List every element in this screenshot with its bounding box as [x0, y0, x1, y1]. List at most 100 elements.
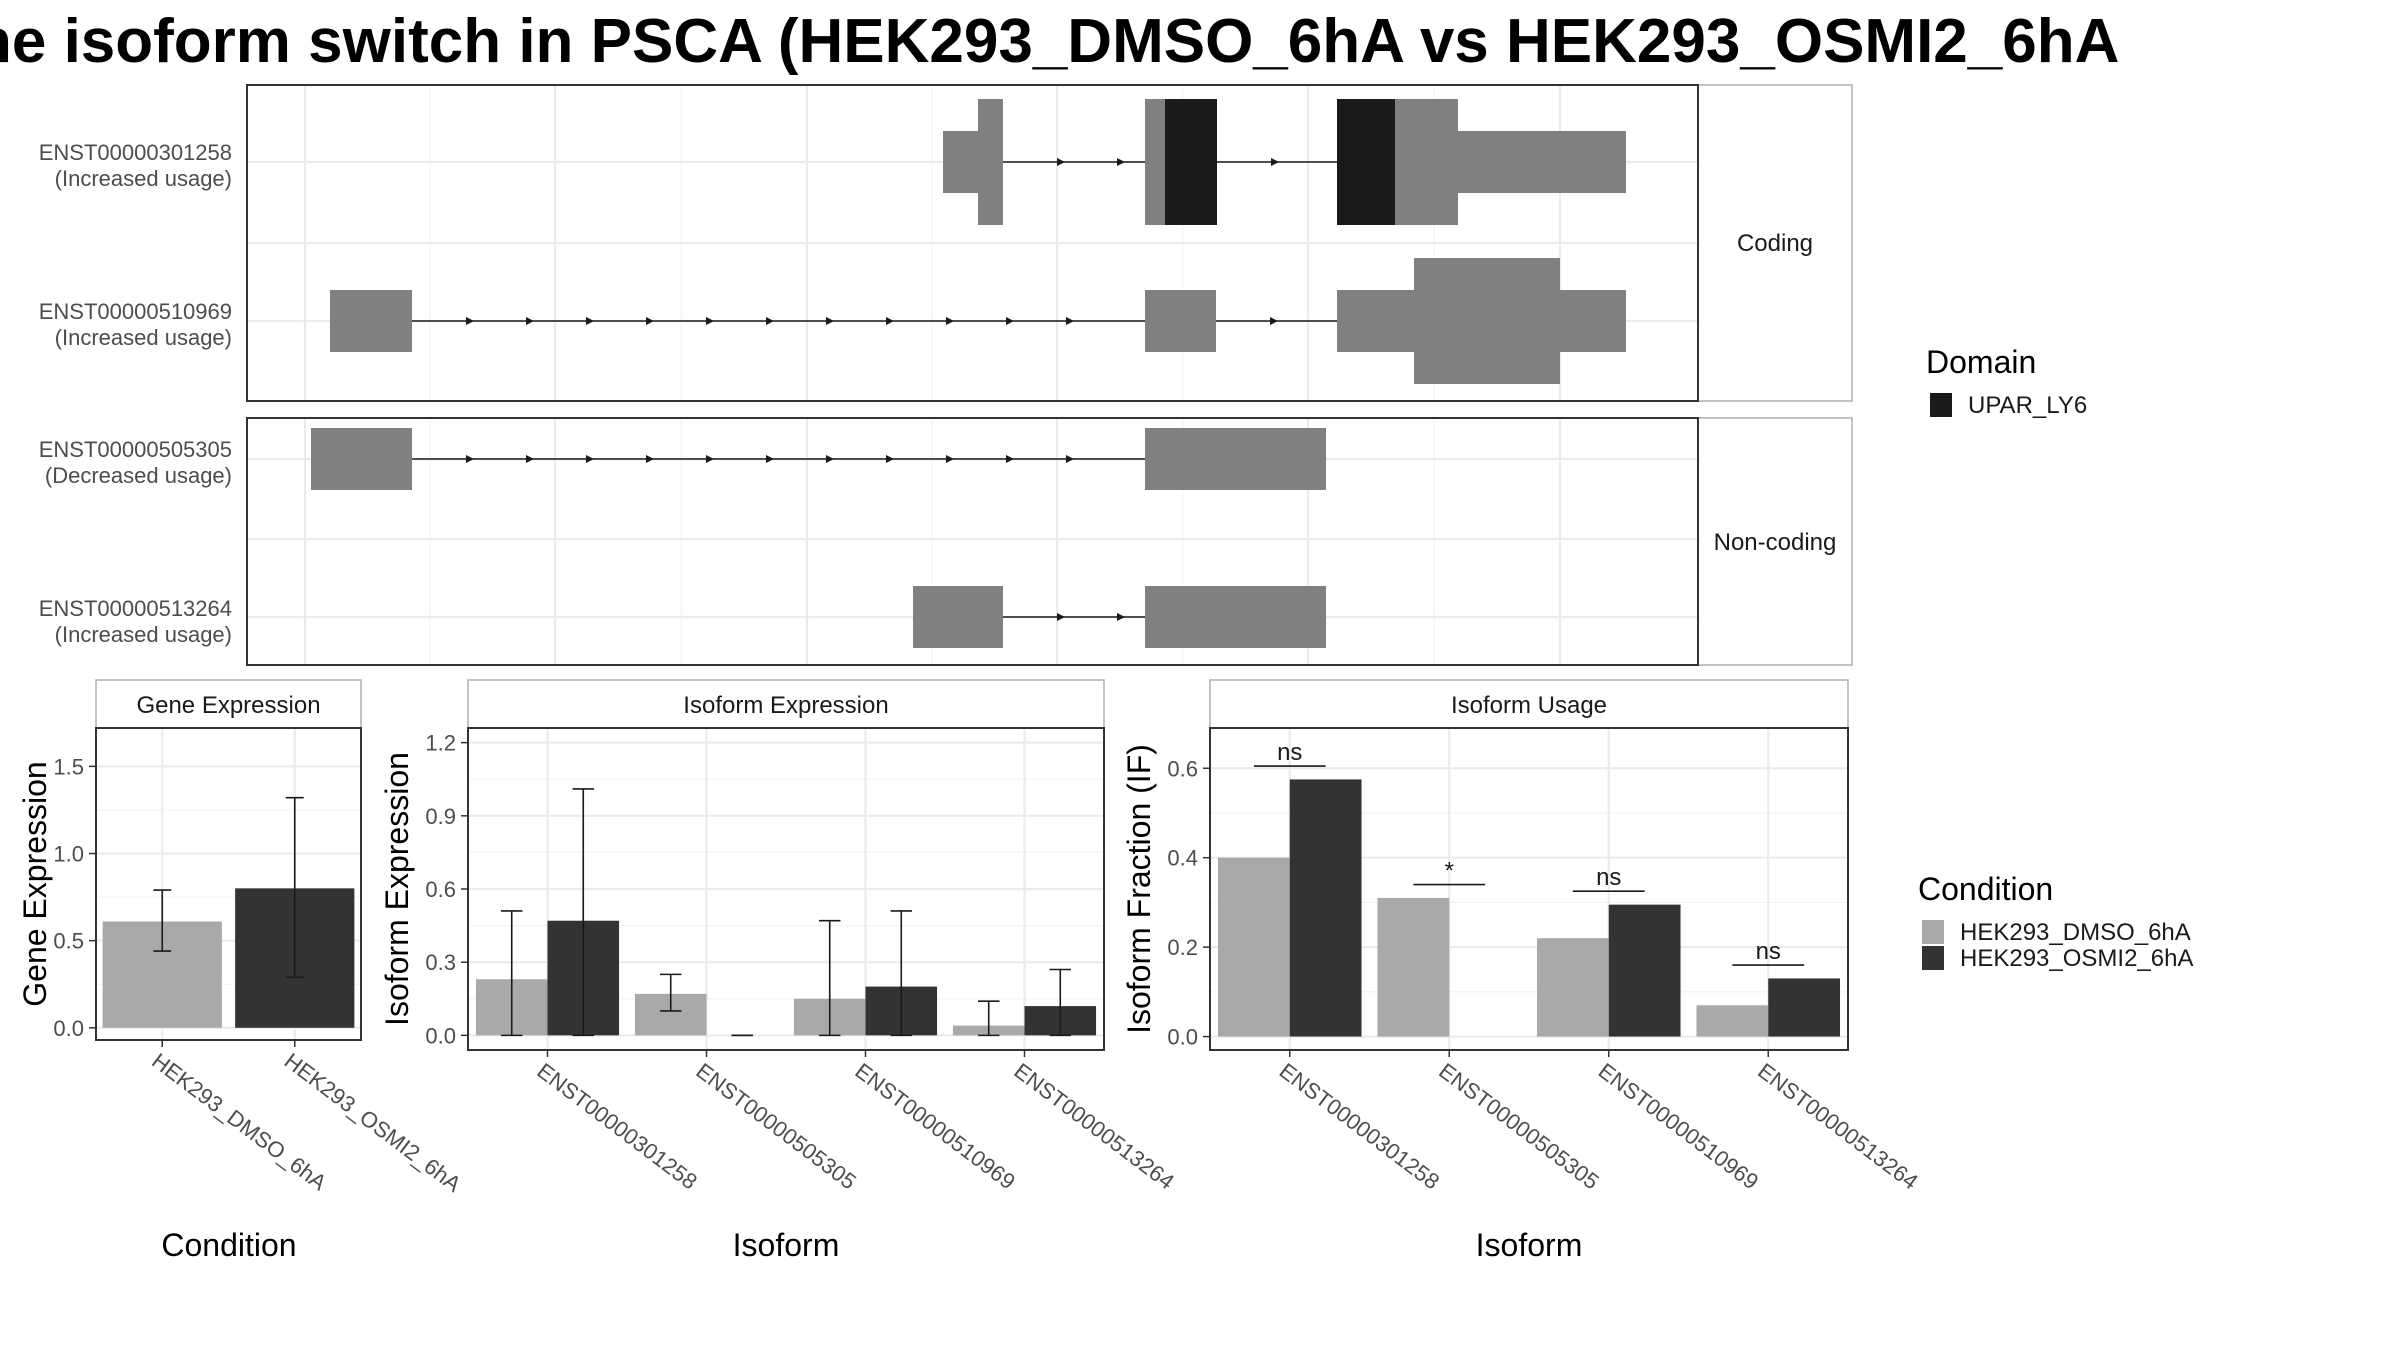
- domain-legend-title: Domain: [1926, 344, 2036, 380]
- intron-arrow: [946, 455, 954, 463]
- y-tick-label: 0.4: [1167, 846, 1198, 871]
- intron-arrow: [586, 455, 594, 463]
- intron-arrow: [826, 455, 834, 463]
- bar-panels: Gene Expression0.00.51.01.5HEK293_DMSO_6…: [17, 679, 1923, 1263]
- intron-arrow: [826, 317, 834, 325]
- isoform-label-status: (Decreased usage): [45, 463, 232, 488]
- intron-arrow: [1066, 317, 1074, 325]
- y-axis-title: Gene Expression: [17, 761, 53, 1006]
- isoform-label-status: (Increased usage): [55, 325, 232, 350]
- significance-label: ns: [1756, 938, 1781, 965]
- intron-arrow: [646, 317, 654, 325]
- intron-arrow: [946, 317, 954, 325]
- noncoding-facet: Non-coding: [246, 417, 1853, 666]
- condition-legend: Condition HEK293_DMSO_6hA HEK293_OSMI2_6…: [1918, 871, 2193, 972]
- condition-legend-label: HEK293_OSMI2_6hA: [1960, 945, 2193, 972]
- exon: [1145, 586, 1326, 648]
- y-tick-label: 0.5: [53, 929, 84, 954]
- y-tick-label: 0.2: [1167, 935, 1198, 960]
- intron-arrow: [586, 317, 594, 325]
- exon: [1145, 428, 1326, 490]
- x-tick-label: ENST00000301258: [532, 1058, 701, 1194]
- coding-facet: Coding: [246, 84, 1853, 402]
- significance-label: ns: [1596, 864, 1621, 891]
- x-tick-label: ENST00000510969: [850, 1058, 1019, 1194]
- exon: [1458, 131, 1626, 193]
- isoform-label-id: ENST00000301258: [39, 140, 232, 165]
- coding-strip: [1697, 84, 1853, 402]
- noncoding-panel-border: [246, 417, 1699, 666]
- y-tick-label: 0.6: [1167, 756, 1198, 781]
- intron-arrow: [766, 317, 774, 325]
- intron-arrow: [1117, 158, 1125, 166]
- y-axis-title: Isoform Fraction (IF): [1121, 744, 1157, 1034]
- isoform-label-id: ENST00000505305: [39, 437, 232, 462]
- x-axis-title: Isoform: [733, 1227, 840, 1263]
- intron-arrow: [526, 317, 534, 325]
- domain-UPAR_LY6: [1165, 99, 1217, 225]
- intron-arrow: [886, 317, 894, 325]
- intron-arrow: [886, 455, 894, 463]
- exon: [1145, 99, 1165, 225]
- domain-legend-label: UPAR_LY6: [1968, 392, 2087, 419]
- y-tick-label: 1.0: [53, 841, 84, 866]
- exon: [1145, 290, 1216, 352]
- intron-arrow: [1006, 317, 1014, 325]
- coding-panel-border: [246, 84, 1699, 402]
- exon: [1560, 290, 1626, 352]
- exon: [1398, 99, 1458, 225]
- y-tick-label: 0.6: [425, 877, 456, 902]
- intron-arrow: [1117, 613, 1125, 621]
- domain-UPAR_LY6: [1337, 99, 1395, 225]
- y-tick-label: 0.9: [425, 804, 456, 829]
- intron-arrow: [766, 455, 774, 463]
- domain-legend-swatch: [1930, 393, 1952, 417]
- x-axis-title: Isoform: [1476, 1227, 1583, 1263]
- panel-strip: [95, 679, 362, 729]
- condition-legend-swatch: [1922, 920, 1944, 944]
- y-tick-label: 0.0: [425, 1023, 456, 1048]
- y-tick-label: 0.0: [53, 1016, 84, 1041]
- isoform-label-id: ENST00000513264: [39, 596, 232, 621]
- domain-legend: Domain UPAR_LY6: [1926, 344, 2087, 419]
- x-axis-title: Condition: [161, 1227, 296, 1263]
- intron-arrow: [466, 455, 474, 463]
- exon: [943, 131, 978, 193]
- intron-arrow: [1066, 455, 1074, 463]
- bar: [1289, 779, 1362, 1037]
- y-tick-label: 0.0: [1167, 1025, 1198, 1050]
- y-tick-label: 1.5: [53, 754, 84, 779]
- significance-label: ns: [1277, 739, 1302, 766]
- x-tick-label: ENST00000301258: [1275, 1058, 1444, 1194]
- panel-strip-label: Isoform Usage: [1451, 692, 1607, 719]
- x-tick-label: ENST00000505305: [691, 1058, 860, 1194]
- isoform-label-status: (Increased usage): [55, 622, 232, 647]
- bar: [1536, 938, 1609, 1037]
- bar-panel: Isoform Expression 0.0 0.3 0.6 0.9 1.2 ENST000…: [379, 679, 1179, 1263]
- exon: [330, 290, 412, 352]
- intron-arrow: [706, 455, 714, 463]
- intron-arrow: [526, 455, 534, 463]
- y-tick-label: 0.3: [425, 950, 456, 975]
- intron-arrow: [1006, 455, 1014, 463]
- panel-border: [95, 727, 362, 1041]
- intron-arrow: [1271, 158, 1279, 166]
- x-tick-label: ENST00000513264: [1753, 1058, 1922, 1194]
- bar: [1608, 904, 1681, 1037]
- exon: [978, 99, 1003, 225]
- panel-border: [467, 727, 1105, 1051]
- x-tick-label: ENST00000510969: [1594, 1058, 1763, 1194]
- exon: [913, 586, 1003, 648]
- isoform-label-id: ENST00000510969: [39, 299, 232, 324]
- y-tick-label: 1.2: [425, 731, 456, 756]
- condition-legend-swatch: [1922, 946, 1944, 970]
- intron-arrow: [1270, 317, 1278, 325]
- chart-title: he isoform switch in PSCA (HEK293_DMSO_6…: [0, 7, 2120, 76]
- bar: [1217, 857, 1290, 1037]
- exon: [311, 428, 412, 490]
- bar: [1377, 897, 1450, 1037]
- condition-legend-title: Condition: [1918, 871, 2053, 907]
- panel-border: [1209, 727, 1849, 1051]
- x-tick-label: ENST00000513264: [1009, 1058, 1178, 1194]
- bar: [1696, 1005, 1769, 1037]
